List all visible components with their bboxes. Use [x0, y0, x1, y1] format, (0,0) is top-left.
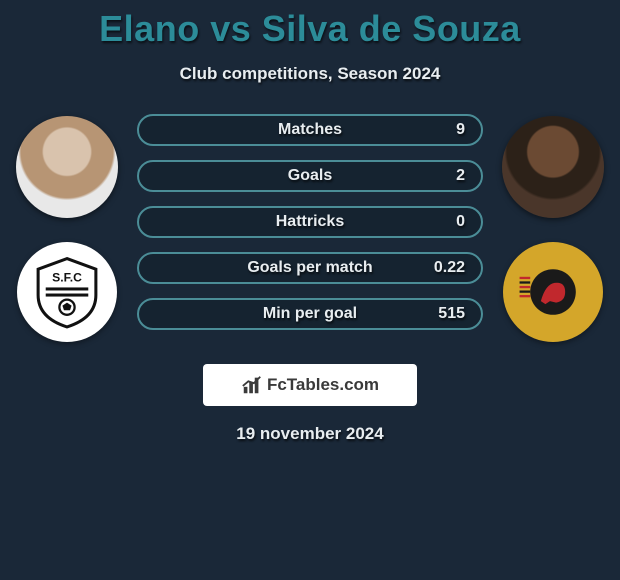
stat-label: Min per goal — [197, 305, 423, 323]
stat-right-value: 9 — [423, 121, 465, 139]
player-left-avatar — [16, 116, 118, 218]
brand-badge: FcTables.com — [203, 364, 417, 406]
bar-chart-icon — [241, 374, 263, 396]
stat-row-hattricks: Hattricks 0 — [137, 206, 483, 238]
page-title: Elano vs Silva de Souza — [0, 8, 620, 50]
stat-right-value: 515 — [423, 305, 465, 323]
comparison-card: Elano vs Silva de Souza Club competition… — [0, 0, 620, 444]
svg-text:S.F.C: S.F.C — [52, 270, 82, 284]
stat-right-value: 2 — [423, 167, 465, 185]
santos-shield-icon: S.F.C — [29, 254, 105, 330]
footer-date: 19 november 2024 — [0, 424, 620, 444]
stat-label: Goals per match — [197, 259, 423, 277]
brand-text: FcTables.com — [267, 375, 379, 395]
player-right-avatar — [502, 116, 604, 218]
page-subtitle: Club competitions, Season 2024 — [0, 64, 620, 84]
stat-label: Goals — [197, 167, 423, 185]
stats-column: Matches 9 Goals 2 Hattricks 0 Goals per … — [137, 114, 483, 330]
club-right-badge — [503, 242, 603, 342]
stat-row-min-per-goal: Min per goal 515 — [137, 298, 483, 330]
club-left-badge: S.F.C — [17, 242, 117, 342]
sport-recife-shield-icon — [515, 254, 591, 330]
stat-row-goals-per-match: Goals per match 0.22 — [137, 252, 483, 284]
stat-right-value: 0.22 — [423, 259, 465, 277]
stat-label: Hattricks — [197, 213, 423, 231]
main-row: S.F.C Matches 9 Goals 2 Hat — [0, 114, 620, 342]
stat-row-goals: Goals 2 — [137, 160, 483, 192]
stat-row-matches: Matches 9 — [137, 114, 483, 146]
right-column — [501, 114, 605, 342]
stat-label: Matches — [197, 121, 423, 139]
stat-right-value: 0 — [423, 213, 465, 231]
left-column: S.F.C — [15, 114, 119, 342]
